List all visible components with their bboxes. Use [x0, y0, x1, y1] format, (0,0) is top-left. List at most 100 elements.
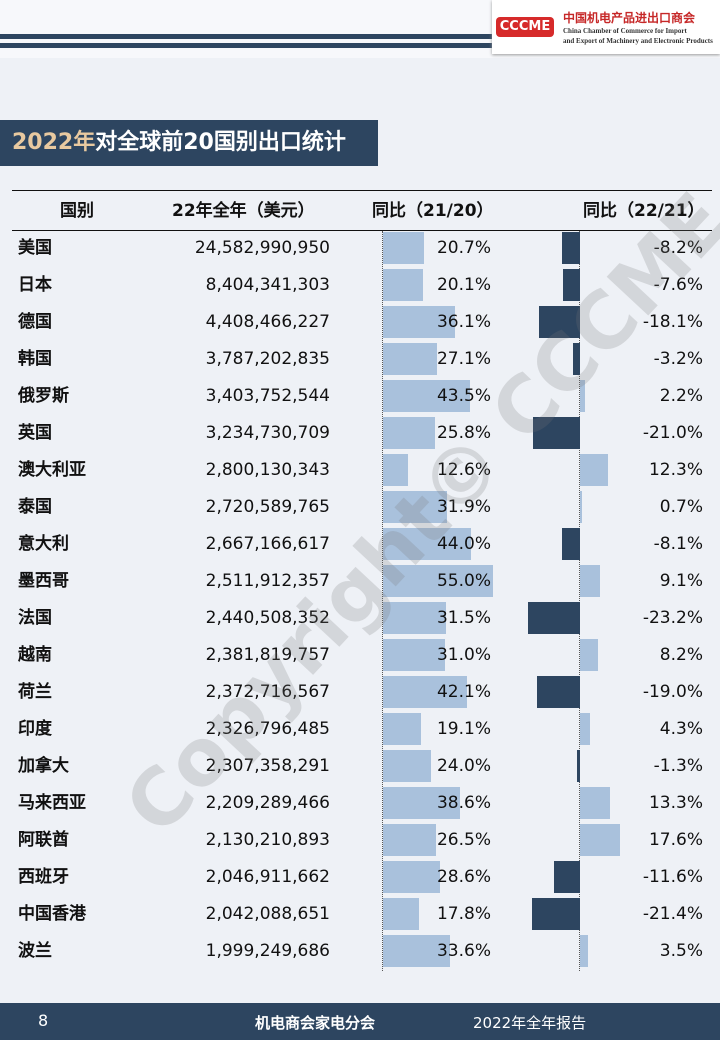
- bar: [383, 380, 470, 412]
- column-header: 22年全年（美元）: [172, 201, 315, 221]
- bar: [561, 232, 580, 264]
- column-header: 国别: [60, 201, 94, 221]
- yoy-21-20: 31.5%: [436, 608, 491, 628]
- bar: [580, 380, 585, 412]
- country: 马来西亚: [18, 793, 86, 813]
- bar: [580, 454, 608, 486]
- export-value: 3,234,730,709: [205, 423, 330, 443]
- export-value: 2,440,508,352: [205, 608, 330, 628]
- country: 澳大利亚: [18, 460, 86, 480]
- export-value: 2,326,796,485: [205, 719, 330, 739]
- bar: [383, 935, 451, 967]
- yoy-21-20: 44.0%: [436, 534, 491, 554]
- yoy-21-20: 55.0%: [436, 571, 491, 591]
- bar: [383, 454, 409, 486]
- bar: [553, 861, 580, 893]
- country: 越南: [18, 645, 52, 665]
- country: 俄罗斯: [18, 386, 69, 406]
- bar: [383, 639, 445, 671]
- bar: [383, 232, 425, 264]
- bar: [562, 269, 580, 301]
- yoy-22-21: -19.0%: [642, 682, 703, 702]
- country: 印度: [18, 719, 52, 739]
- table-head-rule: [12, 230, 712, 231]
- bar: [383, 898, 419, 930]
- bar: [580, 787, 610, 819]
- export-value: 2,130,210,893: [205, 830, 330, 850]
- export-value: 3,787,202,835: [205, 349, 330, 369]
- yoy-21-20: 20.7%: [436, 238, 491, 258]
- yoy-22-21: 8.2%: [659, 645, 703, 665]
- header-rule: [0, 34, 492, 39]
- yoy-21-20: 12.6%: [436, 460, 491, 480]
- table-top-rule: [12, 190, 712, 191]
- country: 法国: [18, 608, 52, 628]
- country: 韩国: [18, 349, 52, 369]
- yoy-22-21: -23.2%: [642, 608, 703, 628]
- export-value: 2,042,088,651: [205, 904, 330, 924]
- bar: [527, 602, 580, 634]
- bar: [383, 824, 436, 856]
- yoy-22-21: -1.3%: [653, 756, 703, 776]
- axis: [579, 231, 580, 971]
- bar: [383, 565, 493, 597]
- export-value: 2,209,289,466: [205, 793, 330, 813]
- country: 墨西哥: [18, 571, 69, 591]
- yoy-21-20: 38.6%: [436, 793, 491, 813]
- yoy-22-21: -21.0%: [642, 423, 703, 443]
- yoy-22-21: 4.3%: [659, 719, 703, 739]
- bar: [383, 491, 447, 523]
- title: 对全球前20国别出口统计: [95, 130, 346, 155]
- bar: [537, 676, 580, 708]
- yoy-21-20: 17.8%: [436, 904, 491, 924]
- title-year: 2022年: [12, 130, 96, 155]
- bar: [383, 269, 424, 301]
- yoy-21-20: 25.8%: [436, 423, 491, 443]
- bar: [577, 750, 580, 782]
- bar: [383, 343, 438, 375]
- bar: [580, 565, 601, 597]
- country: 意大利: [18, 534, 69, 554]
- country: 西班牙: [18, 867, 69, 887]
- export-value: 2,372,716,567: [205, 682, 330, 702]
- country: 阿联酋: [18, 830, 69, 850]
- bar: [532, 417, 580, 449]
- export-value: 2,511,912,357: [205, 571, 330, 591]
- yoy-22-21: 12.3%: [648, 460, 703, 480]
- yoy-22-21: 2.2%: [659, 386, 703, 406]
- bar: [580, 639, 599, 671]
- yoy-21-20: 42.1%: [436, 682, 491, 702]
- export-value: 1,999,249,686: [205, 941, 330, 961]
- bar: [539, 306, 580, 338]
- yoy-22-21: 17.6%: [648, 830, 703, 850]
- yoy-21-20: 27.1%: [436, 349, 491, 369]
- yoy-22-21: -3.2%: [653, 349, 703, 369]
- bar: [580, 935, 588, 967]
- org-en: China Chamber of Commerce for Import: [563, 27, 687, 35]
- yoy-22-21: -11.6%: [642, 867, 703, 887]
- yoy-21-20: 43.5%: [436, 386, 491, 406]
- page-number: 8: [38, 1011, 49, 1030]
- export-value: 4,408,466,227: [205, 312, 330, 332]
- export-value: 8,404,341,303: [205, 275, 330, 295]
- logo: CCCME: [496, 17, 554, 37]
- export-value: 2,381,819,757: [205, 645, 330, 665]
- footer: [0, 1003, 720, 1040]
- bar: [383, 676, 468, 708]
- yoy-22-21: -18.1%: [642, 312, 703, 332]
- yoy-21-20: 31.9%: [436, 497, 491, 517]
- footer-center: 机电商会家电分会: [255, 1014, 376, 1032]
- footer-right: 2022年全年报告: [473, 1014, 587, 1032]
- export-value: 2,307,358,291: [205, 756, 330, 776]
- bar: [580, 491, 582, 523]
- country: 中国香港: [18, 904, 86, 924]
- yoy-22-21: 3.5%: [659, 941, 703, 961]
- export-value: 3,403,752,544: [205, 386, 330, 406]
- org-cn: 中国机电产品进出口商会: [563, 11, 696, 25]
- bar: [580, 713, 590, 745]
- export-value: 24,582,990,950: [194, 238, 330, 258]
- column-header: 同比（21/20）: [372, 201, 494, 221]
- bar: [383, 602, 446, 634]
- yoy-21-20: 36.1%: [436, 312, 491, 332]
